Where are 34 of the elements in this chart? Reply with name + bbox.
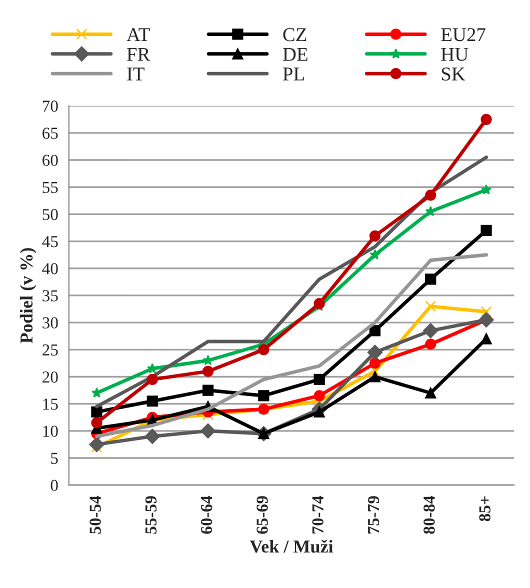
legend-label: DE [282, 48, 308, 61]
y-tick-label: 10 [43, 426, 58, 437]
x-tick-label: 80-84 [424, 496, 435, 534]
legend-label: FR [126, 48, 150, 61]
x-tick-label: 60-64 [200, 496, 212, 534]
legend-label: HU [441, 48, 468, 61]
y-tick-label: 5 [51, 452, 58, 464]
y-tick-label: 15 [43, 398, 58, 410]
legend-label: AT [126, 28, 150, 42]
y-tick-label: 25 [42, 344, 58, 356]
legend-label: IT [127, 68, 144, 80]
x-tick-label: 75-79 [368, 496, 380, 534]
legend-label: CZ [283, 28, 306, 42]
y-axis-title: Podiel (v %) [20, 248, 36, 344]
y-tick-label: 20 [42, 371, 58, 383]
y-tick-label: 70 [42, 100, 58, 112]
y-tick-label: 35 [42, 290, 58, 302]
x-tick-label: 70-74 [312, 496, 324, 534]
y-tick-label: 60 [42, 154, 58, 166]
y-tick-label: 50 [42, 208, 58, 220]
legend-label: EU27 [441, 28, 486, 42]
x-tick-label: 85+ [479, 496, 490, 522]
y-tick-label: 65 [42, 128, 58, 139]
y-tick-label: 45 [42, 236, 58, 248]
legend-label: PL [282, 68, 304, 80]
legend-label: SK [442, 68, 466, 81]
y-tick-label: 40 [42, 263, 58, 274]
y-tick-label: 55 [42, 182, 58, 194]
y-tick-label: 30 [42, 317, 58, 329]
x-axis-title: Vek / Muži [250, 540, 334, 553]
x-tick-label: 55-59 [145, 496, 157, 534]
x-tick-label: 50-54 [90, 496, 101, 534]
x-tick-label: 65-69 [256, 496, 268, 534]
y-tick-label: 0 [50, 480, 58, 492]
